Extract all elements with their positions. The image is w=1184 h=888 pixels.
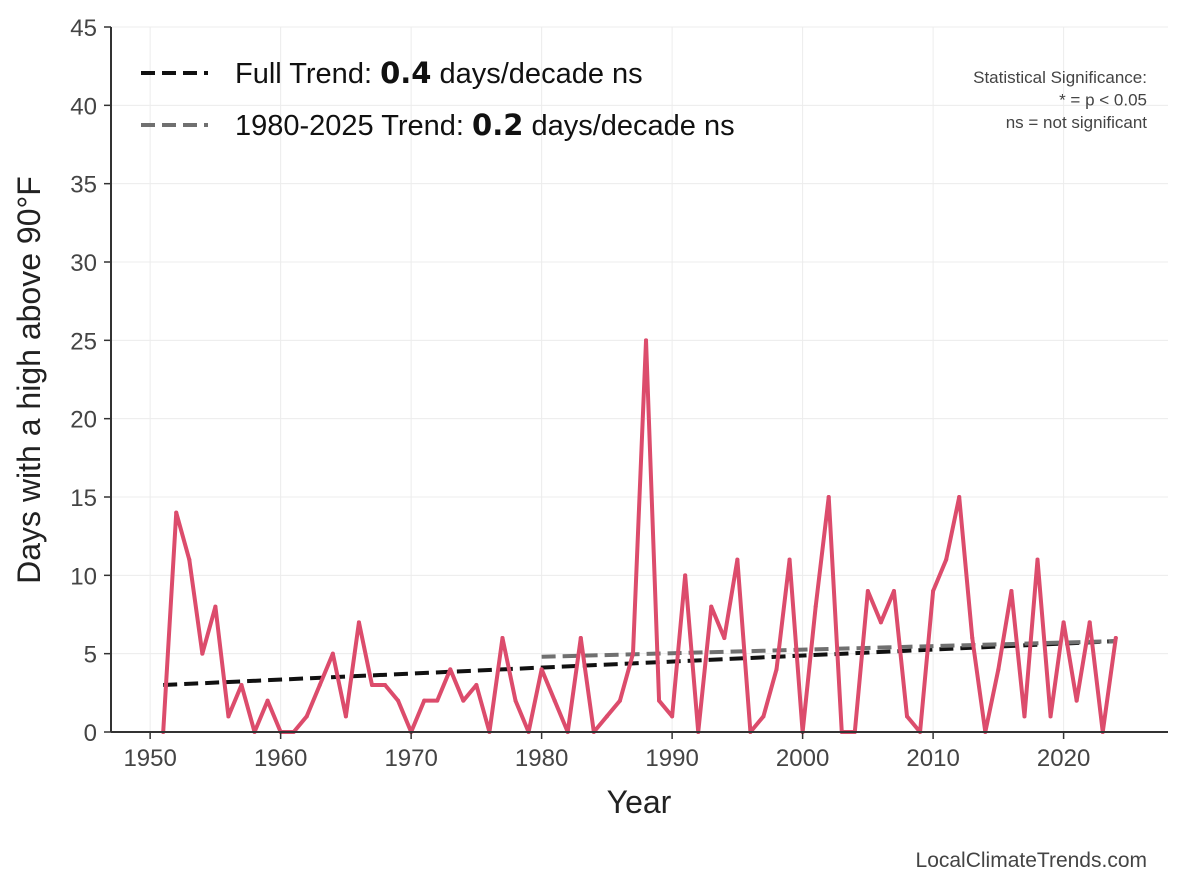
- x-tick-label-2: 1970: [384, 745, 437, 772]
- x-axis-ticks: 1950 1960 1970 1980 1990 2000 2010 2020: [123, 732, 1090, 772]
- y-tick-label-8: 40: [70, 93, 97, 120]
- data-point-2010: [931, 589, 936, 593]
- data-point-2017: [1022, 714, 1027, 719]
- y-tick-label-7: 35: [70, 172, 97, 199]
- data-point-1969: [396, 698, 401, 703]
- data-point-1954: [200, 651, 205, 656]
- data-point-1985: [604, 714, 609, 719]
- data-point-1965: [343, 714, 348, 719]
- data-point-1999: [787, 557, 792, 562]
- data-point-2013: [970, 636, 975, 640]
- significance-line-0: Statistical Significance:: [973, 68, 1147, 87]
- credit-text: LocalClimateTrends.com: [916, 849, 1147, 872]
- data-point-2012: [957, 495, 962, 499]
- data-point-1995: [735, 557, 740, 562]
- significance-line-1: * = p < 0.05: [1059, 91, 1147, 110]
- data-point-1955: [213, 604, 218, 609]
- data-point-2016: [1009, 589, 1014, 593]
- data-point-1994: [722, 636, 727, 640]
- y-tick-label-9: 45: [70, 15, 97, 42]
- x-tick-label-0: 1950: [123, 745, 176, 772]
- data-point-1990: [670, 714, 675, 719]
- series-line-0: [161, 338, 1118, 734]
- data-point-1967: [369, 683, 374, 687]
- y-tick-label-6: 30: [70, 250, 97, 277]
- data-point-2018: [1035, 557, 1040, 562]
- data-point-1987: [630, 651, 635, 656]
- legend-entry-1: 1980-2025 Trend: 0.2 days/decade ns: [235, 108, 735, 142]
- x-tick-label-7: 2020: [1037, 745, 1090, 772]
- y-tick-label-4: 20: [70, 407, 97, 434]
- data-point-2006: [878, 620, 883, 625]
- data-point-1988: [644, 338, 649, 343]
- x-tick-label-4: 1990: [645, 745, 698, 772]
- data-point-2024: [1113, 636, 1118, 640]
- y-axis-label: Days with a high above 90°F: [11, 176, 47, 584]
- data-point-1993: [709, 604, 714, 609]
- y-axis-ticks: 0 5 10 15 20 25 30 35 40 45: [70, 15, 111, 747]
- data-point-2007: [891, 589, 896, 593]
- data-point-1959: [265, 698, 270, 703]
- data-point-2005: [865, 589, 870, 593]
- data-point-2008: [905, 714, 910, 719]
- trend-line-1: [541, 639, 1116, 659]
- data-point-2001: [813, 604, 818, 609]
- data-point-1986: [617, 698, 622, 703]
- data-point-1974: [461, 698, 466, 703]
- axes: [110, 27, 1168, 733]
- grid: [111, 26, 1168, 733]
- data-point-2011: [944, 557, 949, 562]
- data-point-1991: [683, 573, 688, 578]
- data-point-1963: [317, 683, 322, 687]
- x-axis-label: Year: [607, 784, 672, 820]
- y-tick-label-0: 0: [84, 720, 97, 747]
- legend: Full Trend: 0.4 days/decade ns 1980-2025 …: [141, 56, 735, 142]
- data-point-1952: [174, 510, 179, 515]
- series-lines: [161, 338, 1118, 734]
- y-tick-label-1: 5: [84, 642, 97, 669]
- data-point-1983: [578, 636, 583, 640]
- data-point-1957: [239, 683, 244, 687]
- x-tick-label-1: 1960: [254, 745, 307, 772]
- legend-entry-0: Full Trend: 0.4 days/decade ns: [235, 56, 643, 90]
- data-point-1973: [448, 667, 453, 672]
- significance-note: Statistical Significance: * = p < 0.05 ns …: [973, 68, 1147, 132]
- data-point-1968: [383, 683, 388, 687]
- data-point-1981: [552, 698, 557, 703]
- data-point-1998: [774, 667, 779, 672]
- x-tick-label-5: 2000: [776, 745, 829, 772]
- x-tick-label-3: 1980: [515, 745, 568, 772]
- data-point-1964: [330, 651, 335, 656]
- data-point-2021: [1074, 698, 1079, 703]
- data-point-2019: [1048, 714, 1053, 719]
- data-point-1956: [226, 714, 231, 719]
- data-point-1975: [474, 683, 479, 687]
- data-point-1971: [422, 698, 427, 703]
- data-point-2002: [826, 495, 831, 499]
- x-tick-label-6: 2010: [906, 745, 959, 772]
- y-tick-label-5: 25: [70, 328, 97, 355]
- data-point-1978: [513, 698, 518, 703]
- data-point-1953: [187, 557, 192, 562]
- data-point-1972: [435, 698, 440, 703]
- data-point-2015: [996, 667, 1001, 672]
- data-point-1962: [304, 714, 309, 719]
- y-tick-label-2: 10: [70, 563, 97, 590]
- data-point-1977: [500, 636, 505, 640]
- significance-line-2: ns = not significant: [1006, 113, 1148, 132]
- data-point-1980: [539, 667, 544, 672]
- data-point-2020: [1061, 620, 1066, 625]
- data-point-1966: [356, 620, 361, 625]
- data-point-2022: [1087, 620, 1092, 625]
- data-point-1997: [761, 714, 766, 719]
- data-point-1989: [657, 698, 662, 703]
- y-tick-label-3: 15: [70, 485, 97, 512]
